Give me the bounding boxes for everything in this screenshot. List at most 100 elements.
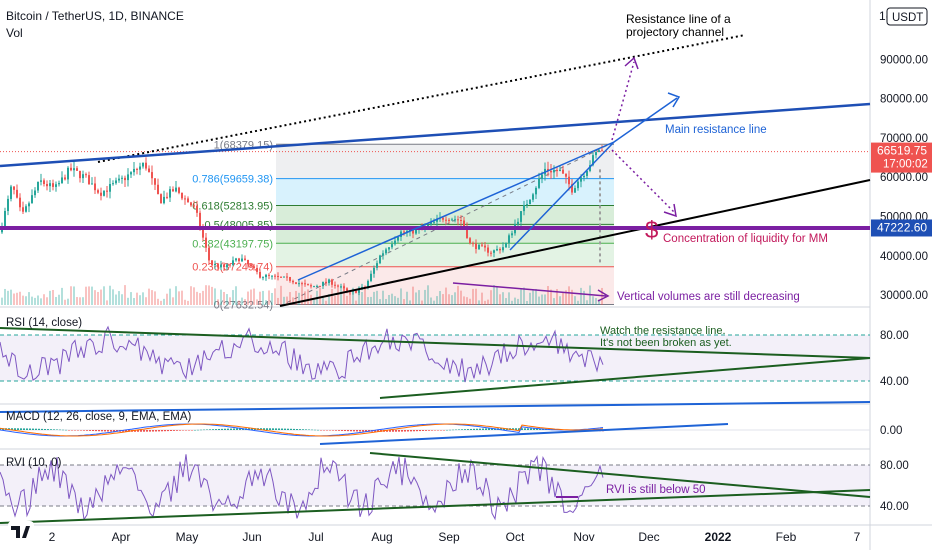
macd-histogram-bar (71, 430, 73, 431)
candle-body (133, 168, 135, 173)
volume-bar (595, 298, 597, 305)
macd-histogram-bar (344, 430, 346, 432)
candle-body (289, 277, 291, 281)
macd-histogram-bar (266, 428, 268, 430)
macd-histogram-bar (374, 430, 376, 432)
volume-bar (487, 299, 489, 305)
candle-body (244, 258, 246, 260)
support-line[interactable] (279, 179, 871, 307)
main-resistance-line[interactable] (0, 102, 871, 168)
macd-histogram-bar (359, 430, 361, 432)
macd-histogram-bar (215, 429, 217, 430)
candle-body (106, 190, 108, 192)
macd-histogram-bar (203, 429, 205, 431)
time-tick-label: Aug (371, 530, 392, 544)
macd-histogram-bar (206, 429, 208, 430)
candle-body (445, 219, 447, 221)
macd-histogram-bar (221, 428, 223, 430)
volume-bar (319, 287, 321, 305)
volume-label[interactable]: Vol (6, 26, 23, 40)
rvi-label[interactable]: RVI (10, 0) (6, 457, 62, 469)
macd-histogram-bar (395, 430, 397, 432)
volume-bar (286, 296, 288, 305)
macd-histogram-bar (338, 430, 340, 431)
candle-body (187, 198, 189, 203)
macd-histogram-bar (47, 429, 49, 430)
rsi-pane[interactable]: RSI (14, close) 80.00 40.00 Watch the re… (0, 317, 909, 399)
rvi-pane[interactable]: RVI (10, 0) 80.00 40.00 RVI is still bel… (0, 452, 909, 524)
volume-bar (217, 299, 219, 305)
rsi-line (0, 325, 604, 383)
fib-zone (276, 144, 614, 179)
macd-histogram-bar (284, 428, 286, 430)
volume-bar (115, 294, 117, 305)
macd-histogram-bar (197, 429, 199, 431)
volume-bar (328, 294, 330, 305)
candle-body (547, 168, 549, 171)
macd-histogram-bar (17, 428, 19, 430)
macd-histogram-bar (443, 430, 445, 431)
dotted-path-up[interactable] (611, 61, 635, 141)
volume-bar (562, 292, 564, 305)
candle-body (526, 204, 528, 206)
rsi-support-line[interactable] (379, 357, 871, 399)
candle-body (286, 276, 288, 278)
time-axis[interactable]: 2 Apr May Jun Jul Aug Sep Oct Nov Dec 2022 Feb 7 (49, 530, 861, 544)
candle-body (283, 276, 285, 278)
macd-histogram-bar (38, 428, 40, 430)
fib-level-label: 0.786(59659.38) (192, 174, 273, 186)
rising-wedge-upper[interactable] (297, 141, 615, 281)
projectory-channel-line[interactable] (97, 34, 746, 163)
volume-trend-line[interactable] (452, 282, 607, 297)
rsi-resistance-line[interactable] (0, 327, 871, 359)
volume-bar (211, 286, 213, 305)
volume-bar (379, 299, 381, 305)
volume-bar (568, 286, 570, 305)
candle-body (376, 263, 378, 268)
marker-price-label: 47222.60 (877, 220, 927, 234)
volume-bar (76, 297, 78, 305)
rising-wedge-lower[interactable] (509, 141, 615, 251)
blue-arrow-head (667, 92, 681, 108)
volume-bar (271, 292, 273, 305)
candle-body (298, 283, 300, 285)
rsi-annotation-line-2: It's not been broken as yet. (600, 337, 732, 349)
volume-bar (601, 287, 603, 305)
volume-bar (226, 294, 228, 305)
rvi-support-line[interactable] (0, 489, 871, 524)
volume-bar (19, 291, 21, 305)
blue-arrow[interactable] (613, 97, 678, 143)
macd-histogram-bar (143, 430, 145, 432)
symbol-title[interactable]: Bitcoin / TetherUS, 1D, BINANCE (6, 9, 184, 23)
macd-histogram-bar (62, 429, 64, 431)
macd-label[interactable]: MACD (12, 26, close, 9, EMA, EMA) (6, 411, 192, 423)
candle-body (541, 174, 543, 179)
volume-bar (79, 297, 81, 305)
macd-bottom-line[interactable] (319, 423, 729, 445)
candle-body (478, 244, 480, 250)
rvi-resistance-line[interactable] (369, 452, 871, 498)
macd-histogram-bar (89, 430, 91, 431)
currency-button[interactable] (886, 7, 928, 26)
macd-top-line[interactable] (0, 401, 871, 413)
candle-body (373, 267, 375, 274)
candle-body (208, 247, 210, 261)
candle-body (223, 264, 225, 268)
volume-bar (292, 297, 294, 305)
candle-body (484, 245, 486, 248)
volume-bar (514, 297, 516, 305)
volume-bar (298, 292, 300, 305)
candle-body (232, 260, 234, 265)
volume-bar (430, 297, 432, 305)
price-axis[interactable]: 90000.0080000.0070000.0060000.0050000.00… (880, 54, 928, 302)
candle-body (109, 184, 111, 192)
candle-body (472, 243, 474, 245)
candle-body (127, 174, 129, 181)
rsi-label[interactable]: RSI (14, close) (6, 317, 82, 329)
volume-bar (493, 285, 495, 305)
dotted-path-down[interactable] (611, 149, 676, 214)
macd-pane[interactable]: MACD (12, 26, close, 9, EMA, EMA) 0.00 (0, 401, 902, 445)
macd-histogram-bar (179, 430, 181, 431)
volume-bar (223, 291, 225, 305)
